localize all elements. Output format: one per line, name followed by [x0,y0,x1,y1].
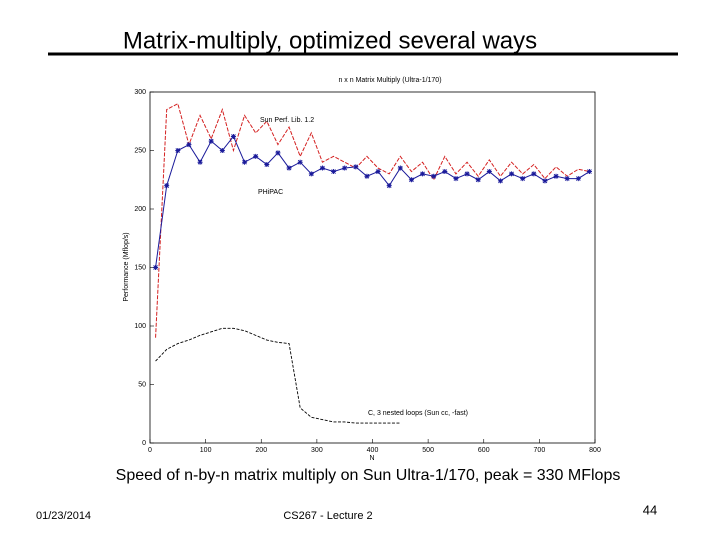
series-label: PHiPAC [258,189,283,196]
y-tick-label: 200 [134,206,146,213]
y-tick-label: 100 [134,323,146,330]
x-tick-label: 100 [200,447,212,454]
series-marker [364,173,370,179]
series-marker [531,171,537,177]
series-marker [297,159,303,165]
series-marker [420,171,426,177]
y-tick-label: 0 [142,440,146,447]
series-marker [242,159,248,165]
x-tick-label: 0 [148,447,152,454]
series-line [155,102,590,338]
series-marker [509,171,515,177]
series-marker [186,142,192,148]
series-marker [586,169,592,175]
series-marker [208,138,214,144]
y-tick-label: 300 [134,89,146,96]
series-marker [342,165,348,171]
series-marker [397,165,403,171]
footer: CS267 - Lecture 2 [283,510,372,522]
series-marker [497,178,503,184]
x-tick-label: 500 [422,447,434,454]
y-tick-label: 150 [134,264,146,271]
series-marker [153,265,159,270]
series-marker [408,177,414,183]
series-marker [542,178,548,184]
caption: Speed of n-by-n matrix multiply on Sun U… [116,467,621,484]
series-marker [564,176,570,182]
plot-frame [149,91,596,444]
x-tick-label: 800 [589,447,601,454]
series-marker [575,176,581,182]
series-marker [375,169,381,175]
x-axis-label: N [369,455,374,462]
x-tick-label: 300 [311,447,323,454]
chart-title: n x n Matrix Multiply (Ultra-1/170) [338,77,441,84]
series-marker [197,159,203,165]
x-tick-label: 400 [367,447,379,454]
series-marker [464,171,470,177]
series-marker [353,164,359,170]
series-marker [331,169,337,175]
date: 01/23/2014 [36,510,91,522]
y-tick-label: 50 [138,381,146,388]
x-tick-label: 200 [255,447,267,454]
series-marker [264,162,270,168]
series-marker [164,183,170,189]
series-marker [475,177,481,183]
series-label: Sun Perf. Lib. 1.2 [260,117,314,124]
series-marker [553,173,559,179]
page-number: 44 [643,502,657,517]
slide-title: Matrix-multiply, optimized several ways [123,27,537,54]
y-axis-label: Performance (Mflop/s) [123,232,130,301]
series-marker [386,183,392,189]
x-tick-label: 700 [534,447,546,454]
x-tick-label: 600 [478,447,490,454]
series-marker [308,171,314,177]
series-marker [275,150,281,156]
series-line [155,135,590,268]
series-marker [431,173,437,179]
series-marker [253,153,259,159]
y-tick-label: 250 [134,147,146,154]
series-marker [486,169,492,175]
series-marker [442,169,448,175]
series-marker [230,133,236,139]
series-marker [286,165,292,171]
series-marker [219,148,225,153]
series-label: C, 3 nested loops (Sun cc, -fast) [368,410,468,417]
series-line [155,327,401,424]
series-marker [175,148,181,153]
series-marker [319,165,325,171]
series-marker [520,176,526,182]
series-marker [453,176,459,182]
